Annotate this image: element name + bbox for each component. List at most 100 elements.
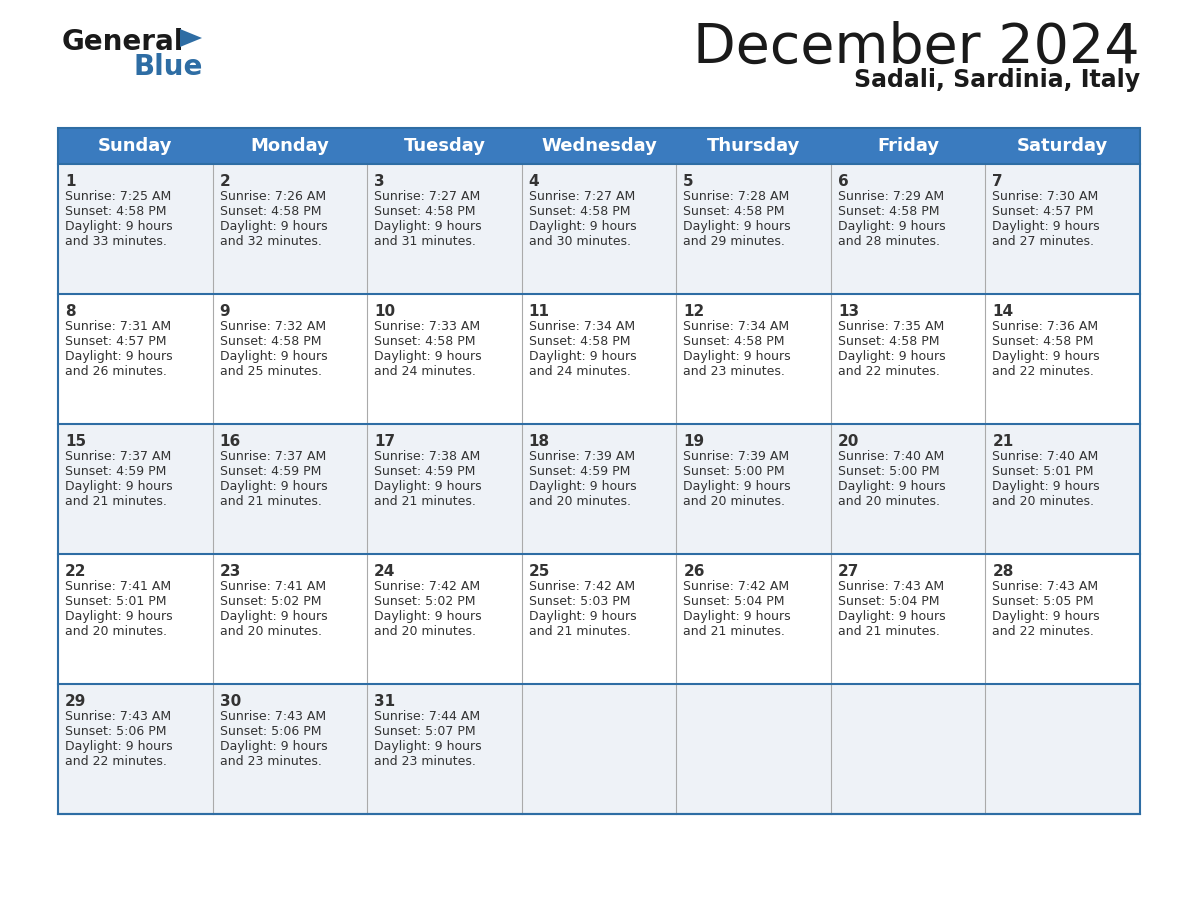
Text: Sunrise: 7:35 AM: Sunrise: 7:35 AM — [838, 320, 944, 333]
Text: 27: 27 — [838, 564, 859, 579]
Text: Daylight: 9 hours: Daylight: 9 hours — [65, 740, 172, 753]
Text: Sunrise: 7:40 AM: Sunrise: 7:40 AM — [992, 450, 1099, 463]
Text: 3: 3 — [374, 174, 385, 189]
Text: and 22 minutes.: and 22 minutes. — [838, 365, 940, 378]
Text: Saturday: Saturday — [1017, 137, 1108, 155]
Text: 22: 22 — [65, 564, 87, 579]
Text: 14: 14 — [992, 304, 1013, 319]
Text: Sadali, Sardinia, Italy: Sadali, Sardinia, Italy — [854, 68, 1140, 92]
Text: and 32 minutes.: and 32 minutes. — [220, 235, 322, 248]
Text: Sunrise: 7:42 AM: Sunrise: 7:42 AM — [529, 580, 634, 593]
Text: Sunset: 5:02 PM: Sunset: 5:02 PM — [220, 595, 321, 608]
Text: Sunrise: 7:43 AM: Sunrise: 7:43 AM — [992, 580, 1099, 593]
Text: Sunset: 5:00 PM: Sunset: 5:00 PM — [683, 465, 785, 478]
Text: and 20 minutes.: and 20 minutes. — [683, 495, 785, 508]
Text: and 20 minutes.: and 20 minutes. — [374, 625, 476, 638]
Text: Daylight: 9 hours: Daylight: 9 hours — [65, 220, 172, 233]
Text: and 21 minutes.: and 21 minutes. — [374, 495, 476, 508]
Text: 5: 5 — [683, 174, 694, 189]
Text: Daylight: 9 hours: Daylight: 9 hours — [65, 350, 172, 363]
Text: and 33 minutes.: and 33 minutes. — [65, 235, 166, 248]
Text: Sunrise: 7:41 AM: Sunrise: 7:41 AM — [65, 580, 171, 593]
Text: Sunset: 5:04 PM: Sunset: 5:04 PM — [838, 595, 940, 608]
Text: Sunrise: 7:39 AM: Sunrise: 7:39 AM — [683, 450, 789, 463]
Text: Sunrise: 7:37 AM: Sunrise: 7:37 AM — [65, 450, 171, 463]
Text: Sunset: 4:59 PM: Sunset: 4:59 PM — [529, 465, 630, 478]
Text: Daylight: 9 hours: Daylight: 9 hours — [992, 480, 1100, 493]
Polygon shape — [181, 29, 202, 47]
Text: Monday: Monday — [251, 137, 329, 155]
Text: and 22 minutes.: and 22 minutes. — [65, 755, 166, 768]
Text: 19: 19 — [683, 434, 704, 449]
Bar — [58, 424, 1140, 554]
Text: Daylight: 9 hours: Daylight: 9 hours — [683, 480, 791, 493]
Text: Sunset: 4:58 PM: Sunset: 4:58 PM — [220, 335, 321, 348]
Text: Daylight: 9 hours: Daylight: 9 hours — [992, 350, 1100, 363]
Text: Daylight: 9 hours: Daylight: 9 hours — [220, 740, 327, 753]
Text: and 20 minutes.: and 20 minutes. — [529, 495, 631, 508]
Text: Sunrise: 7:38 AM: Sunrise: 7:38 AM — [374, 450, 480, 463]
Text: Sunrise: 7:42 AM: Sunrise: 7:42 AM — [374, 580, 480, 593]
Text: Daylight: 9 hours: Daylight: 9 hours — [529, 350, 637, 363]
Text: Daylight: 9 hours: Daylight: 9 hours — [529, 610, 637, 623]
Text: and 22 minutes.: and 22 minutes. — [992, 365, 1094, 378]
Text: and 21 minutes.: and 21 minutes. — [683, 625, 785, 638]
Text: Daylight: 9 hours: Daylight: 9 hours — [374, 220, 482, 233]
Text: Sunrise: 7:43 AM: Sunrise: 7:43 AM — [65, 710, 171, 723]
Text: 10: 10 — [374, 304, 396, 319]
Text: Sunrise: 7:30 AM: Sunrise: 7:30 AM — [992, 190, 1099, 203]
Text: 23: 23 — [220, 564, 241, 579]
Text: Sunrise: 7:25 AM: Sunrise: 7:25 AM — [65, 190, 171, 203]
Text: 11: 11 — [529, 304, 550, 319]
Text: Sunrise: 7:27 AM: Sunrise: 7:27 AM — [374, 190, 480, 203]
Text: and 21 minutes.: and 21 minutes. — [220, 495, 322, 508]
Text: Sunrise: 7:39 AM: Sunrise: 7:39 AM — [529, 450, 634, 463]
Text: 16: 16 — [220, 434, 241, 449]
Text: Wednesday: Wednesday — [541, 137, 657, 155]
Text: Sunrise: 7:33 AM: Sunrise: 7:33 AM — [374, 320, 480, 333]
Text: and 24 minutes.: and 24 minutes. — [374, 365, 476, 378]
Text: Sunset: 5:06 PM: Sunset: 5:06 PM — [65, 725, 166, 738]
Text: Sunset: 4:58 PM: Sunset: 4:58 PM — [374, 335, 475, 348]
Text: Sunrise: 7:34 AM: Sunrise: 7:34 AM — [683, 320, 789, 333]
Text: Sunrise: 7:27 AM: Sunrise: 7:27 AM — [529, 190, 634, 203]
Text: Daylight: 9 hours: Daylight: 9 hours — [374, 480, 482, 493]
Text: Sunrise: 7:43 AM: Sunrise: 7:43 AM — [838, 580, 944, 593]
Bar — [58, 554, 1140, 684]
Text: and 27 minutes.: and 27 minutes. — [992, 235, 1094, 248]
Text: 25: 25 — [529, 564, 550, 579]
Text: Sunset: 4:59 PM: Sunset: 4:59 PM — [220, 465, 321, 478]
Text: Daylight: 9 hours: Daylight: 9 hours — [683, 220, 791, 233]
Text: 2: 2 — [220, 174, 230, 189]
Text: Daylight: 9 hours: Daylight: 9 hours — [838, 220, 946, 233]
Text: Sunset: 5:00 PM: Sunset: 5:00 PM — [838, 465, 940, 478]
Text: Sunrise: 7:44 AM: Sunrise: 7:44 AM — [374, 710, 480, 723]
Text: Daylight: 9 hours: Daylight: 9 hours — [65, 610, 172, 623]
Text: Sunset: 5:06 PM: Sunset: 5:06 PM — [220, 725, 321, 738]
Text: Sunset: 4:58 PM: Sunset: 4:58 PM — [220, 205, 321, 218]
Bar — [58, 128, 1140, 164]
Text: General: General — [62, 28, 184, 56]
Text: Sunset: 5:04 PM: Sunset: 5:04 PM — [683, 595, 785, 608]
Text: Sunrise: 7:42 AM: Sunrise: 7:42 AM — [683, 580, 789, 593]
Text: Daylight: 9 hours: Daylight: 9 hours — [838, 480, 946, 493]
Text: 18: 18 — [529, 434, 550, 449]
Text: 9: 9 — [220, 304, 230, 319]
Text: Sunset: 4:58 PM: Sunset: 4:58 PM — [529, 335, 630, 348]
Text: and 25 minutes.: and 25 minutes. — [220, 365, 322, 378]
Text: 8: 8 — [65, 304, 76, 319]
Text: Daylight: 9 hours: Daylight: 9 hours — [992, 610, 1100, 623]
Text: Daylight: 9 hours: Daylight: 9 hours — [683, 610, 791, 623]
Text: Daylight: 9 hours: Daylight: 9 hours — [838, 610, 946, 623]
Text: Sunset: 4:57 PM: Sunset: 4:57 PM — [992, 205, 1094, 218]
Text: Friday: Friday — [877, 137, 940, 155]
Text: Sunrise: 7:32 AM: Sunrise: 7:32 AM — [220, 320, 326, 333]
Bar — [58, 164, 1140, 294]
Text: Sunset: 5:01 PM: Sunset: 5:01 PM — [65, 595, 166, 608]
Text: Sunset: 4:58 PM: Sunset: 4:58 PM — [838, 335, 940, 348]
Text: Sunset: 4:58 PM: Sunset: 4:58 PM — [374, 205, 475, 218]
Text: 26: 26 — [683, 564, 704, 579]
Text: and 22 minutes.: and 22 minutes. — [992, 625, 1094, 638]
Bar — [58, 294, 1140, 424]
Text: Sunset: 5:05 PM: Sunset: 5:05 PM — [992, 595, 1094, 608]
